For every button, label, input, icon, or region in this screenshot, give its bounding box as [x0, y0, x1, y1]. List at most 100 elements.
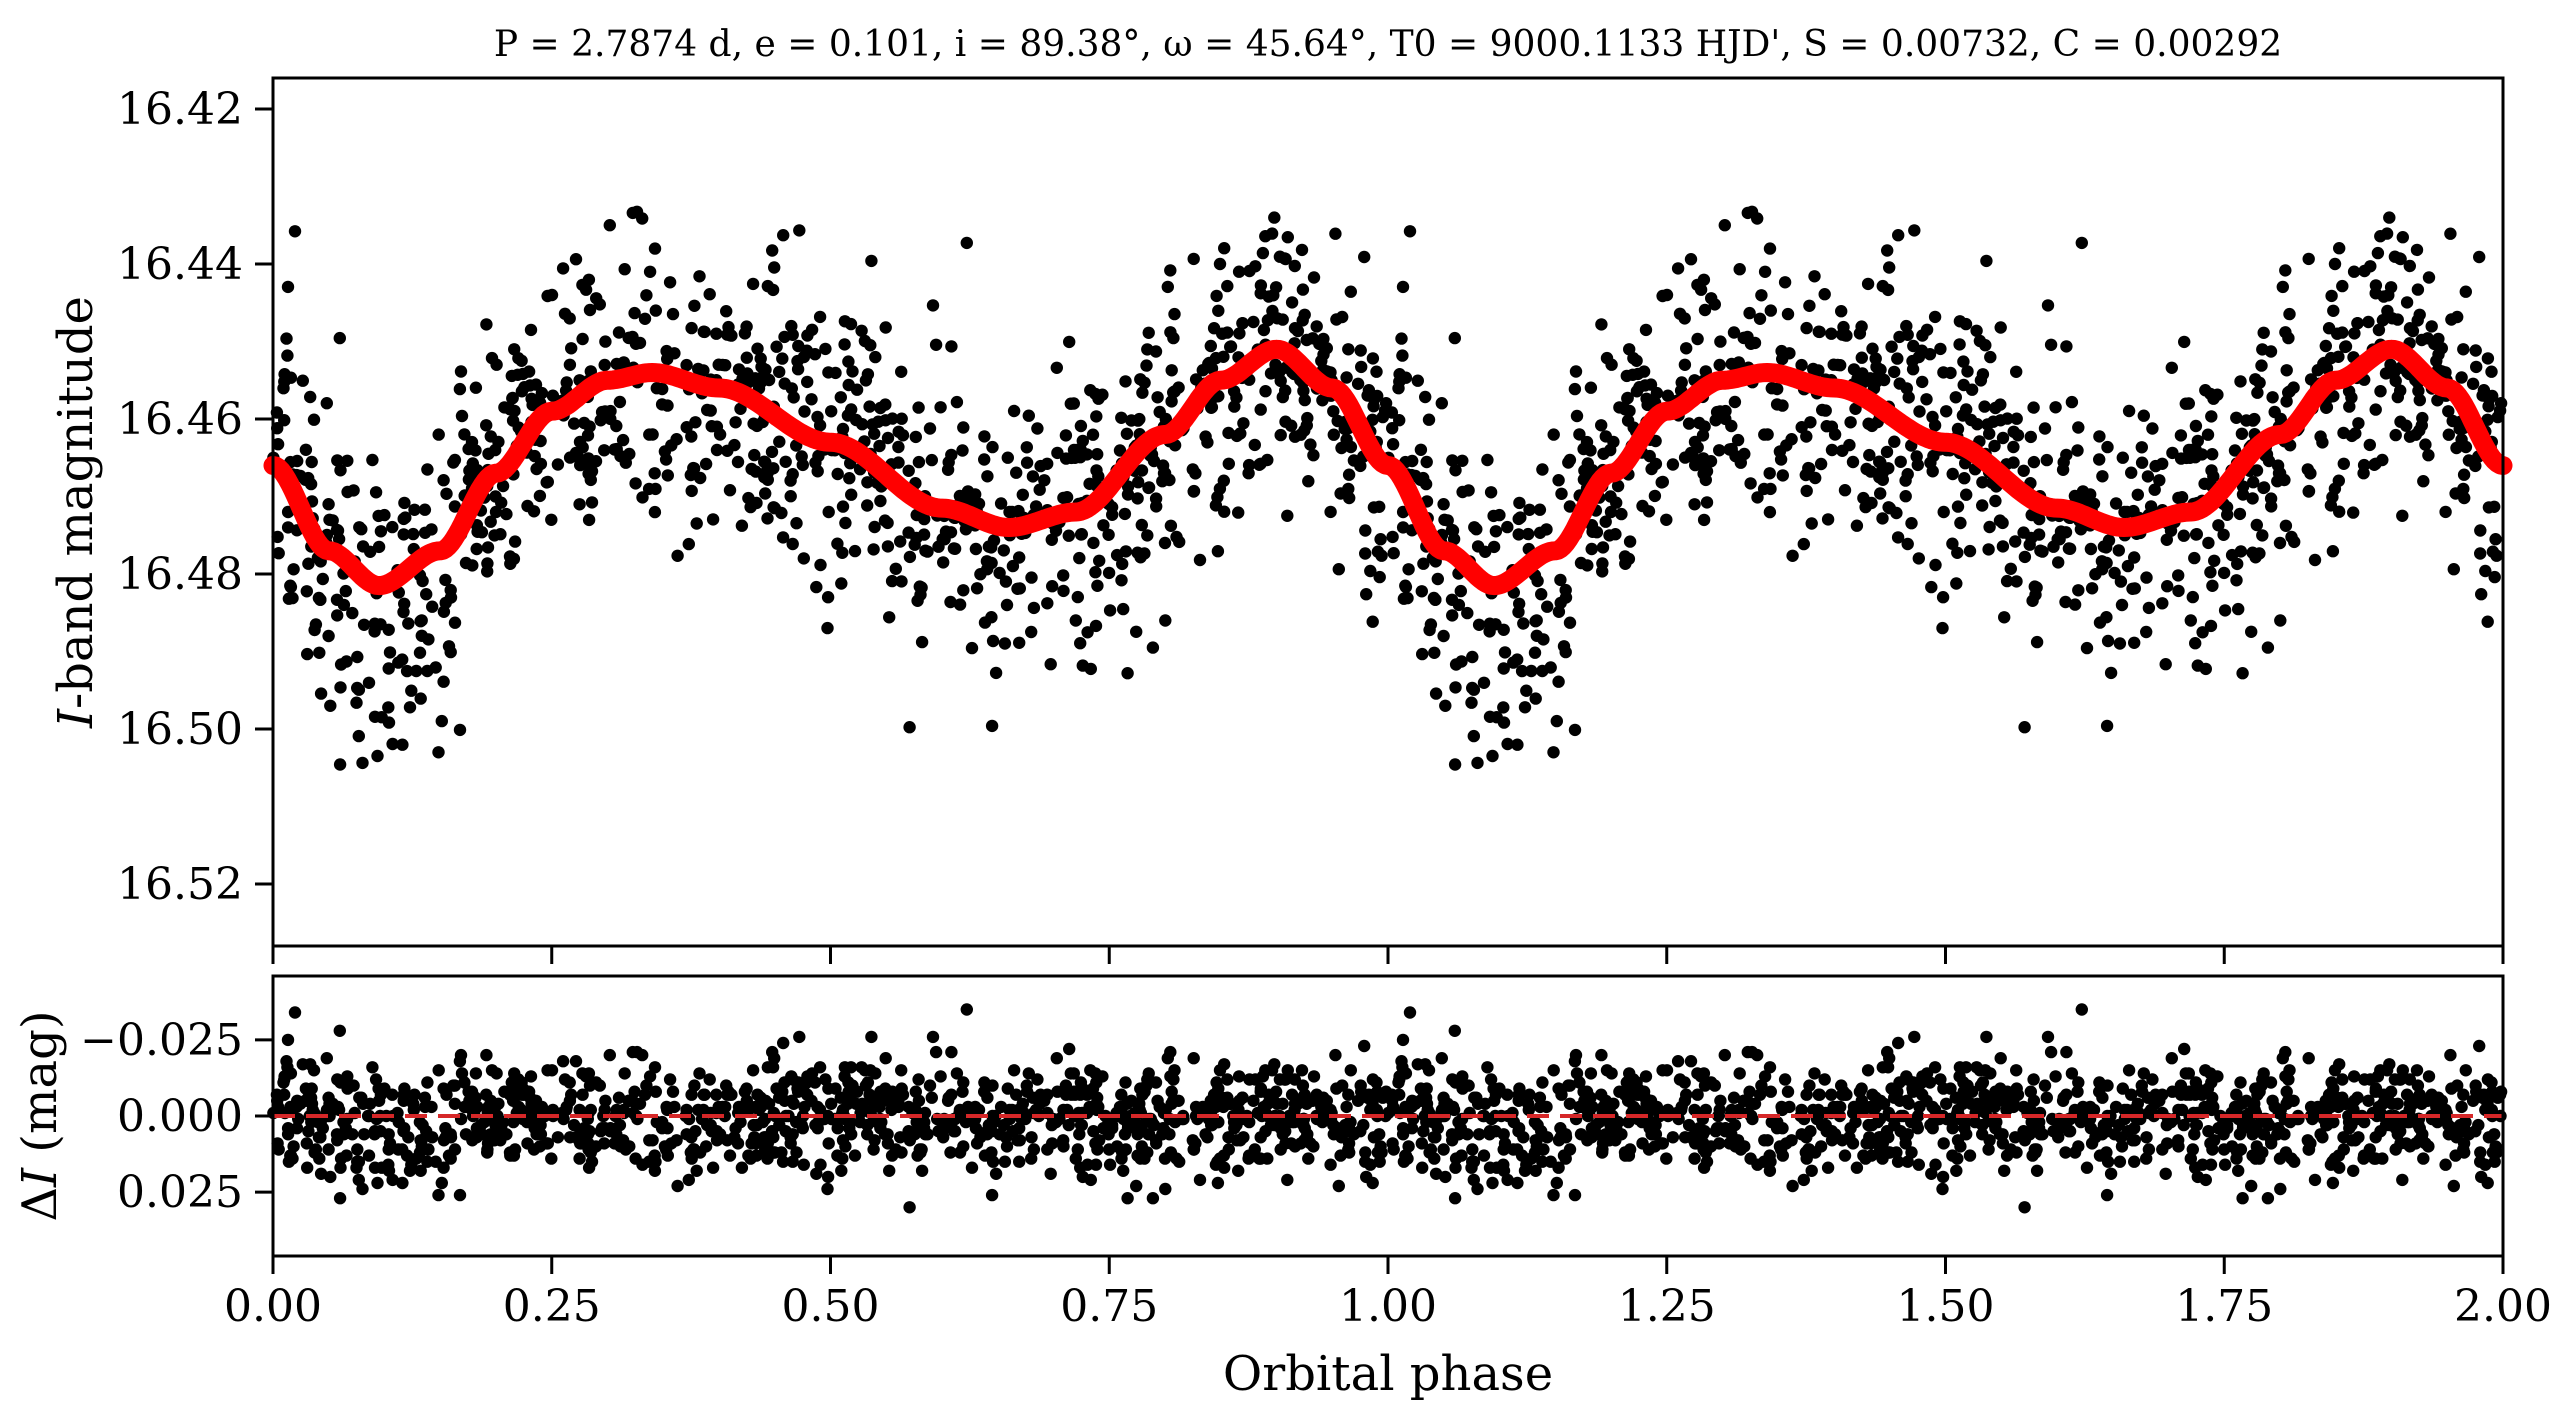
residual-point [2118, 1103, 2131, 1117]
data-point [1800, 321, 1813, 335]
residual-point [567, 1118, 581, 1132]
data-point [1728, 395, 1742, 409]
data-point [296, 374, 309, 387]
data-point [1536, 664, 1549, 678]
data-point [508, 535, 522, 548]
data-point [1396, 280, 1410, 294]
data-point [1256, 246, 1270, 260]
residual-point [1891, 1155, 1905, 1168]
data-point [761, 279, 774, 293]
data-point [1455, 655, 1468, 668]
residual-point [2326, 1155, 2339, 1168]
residual-point [2230, 1088, 2243, 1101]
residual-point [915, 1164, 929, 1178]
data-point [1121, 667, 1134, 680]
data-point [2250, 464, 2264, 477]
residual-point [912, 1073, 925, 1086]
residual-point [480, 1048, 493, 1062]
data-point [414, 615, 427, 628]
data-point [1103, 604, 1117, 617]
data-point [1528, 646, 1542, 659]
data-point [1881, 244, 1894, 257]
data-point [720, 305, 733, 318]
residual-point [2146, 1073, 2159, 1086]
data-point [280, 332, 293, 345]
data-point [1976, 368, 1990, 381]
data-point [1828, 428, 1842, 441]
data-point [2159, 658, 2172, 671]
data-point [902, 464, 915, 477]
data-point [1682, 417, 1696, 430]
residual-point [1727, 1091, 1741, 1104]
data-point [1472, 618, 1486, 631]
residual-point [408, 1088, 421, 1101]
residual-point [1477, 1149, 1491, 1162]
data-point [2377, 290, 2390, 303]
data-point [836, 500, 850, 513]
data-point [1535, 588, 1548, 601]
data-point [2127, 504, 2140, 518]
residual-point [1026, 1091, 1040, 1104]
data-point [1893, 377, 1906, 390]
data-point [1846, 455, 1860, 469]
residual-point [1880, 1125, 1894, 1138]
data-point [565, 342, 578, 355]
residual-point [2432, 1091, 2445, 1104]
residual-point [768, 1146, 781, 1159]
data-point [271, 438, 285, 451]
data-point [444, 645, 457, 659]
data-point [1415, 585, 1429, 598]
residual-point [1456, 1082, 1469, 1095]
data-point [1912, 552, 1926, 565]
data-point [2474, 524, 2487, 537]
data-point [998, 637, 1012, 650]
data-point [646, 428, 659, 441]
data-point [603, 219, 616, 232]
data-point [368, 710, 382, 723]
residual-point [1386, 1137, 1399, 1150]
data-point [1894, 455, 1907, 468]
data-point [1928, 419, 1942, 432]
data-point [2072, 584, 2085, 597]
residual-point [1892, 1036, 1905, 1050]
data-point [945, 340, 958, 353]
data-point [2183, 451, 2197, 464]
data-point [1465, 696, 1478, 709]
data-point [1604, 505, 1618, 519]
data-point [1883, 502, 1897, 515]
data-point [868, 520, 881, 534]
residual-point [2345, 1118, 2358, 1132]
data-point [1149, 492, 1163, 505]
residual-point [1680, 1088, 1693, 1101]
data-point [386, 520, 399, 534]
data-point [2109, 497, 2123, 510]
residual-point [2068, 1146, 2082, 1159]
residual-point [1831, 1100, 1844, 1114]
data-point [1656, 475, 1670, 489]
data-point [1901, 328, 1914, 341]
data-point [993, 566, 1006, 580]
data-point [572, 452, 586, 465]
data-point [1132, 476, 1145, 489]
data-point [648, 505, 662, 519]
residual-point [2236, 1192, 2249, 1205]
residual-point [1639, 1070, 1653, 1083]
data-point [1230, 391, 1243, 404]
data-point [1373, 570, 1386, 584]
data-point [2400, 296, 2414, 309]
data-point [2383, 211, 2396, 224]
data-point [1533, 526, 1547, 539]
residual-point [1568, 1055, 1582, 1068]
data-point [2475, 588, 2488, 601]
data-point [301, 647, 314, 661]
residual-point [801, 1070, 814, 1083]
data-point [1448, 758, 1462, 771]
data-point [1136, 386, 1149, 399]
residual-point [825, 1097, 838, 1111]
data-point [506, 414, 520, 427]
data-point [1866, 342, 1879, 355]
data-point [1204, 339, 1218, 353]
data-point [768, 502, 781, 515]
data-point [366, 453, 379, 467]
